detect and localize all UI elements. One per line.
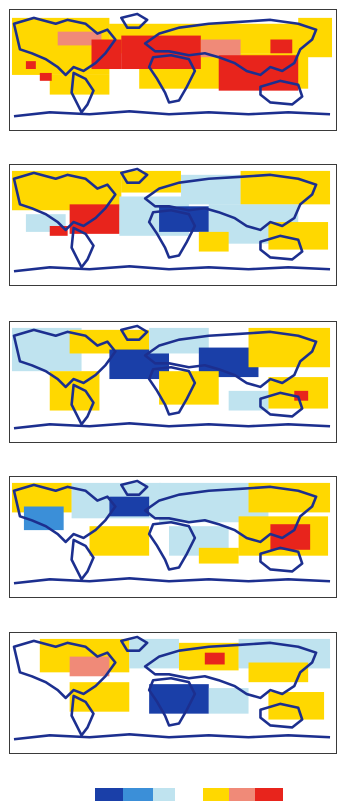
field-yellow: [69, 329, 150, 354]
field-red: [91, 39, 122, 70]
field-darkblue: [149, 684, 209, 714]
field-darkblue: [109, 496, 150, 517]
field-red: [294, 390, 309, 401]
map-4-svg: [11, 479, 331, 585]
field-yellow: [69, 682, 130, 712]
map-5-coastlines: [12, 635, 331, 741]
field-red: [204, 652, 225, 665]
map-panel-2: [9, 164, 337, 286]
map-3-svg: [11, 324, 331, 430]
map-4-coastlines: [12, 479, 331, 585]
map-3-fields: [11, 327, 331, 411]
map-2-coastlines: [12, 167, 331, 273]
field-red: [39, 72, 52, 81]
legend-strong-increase: [255, 788, 283, 801]
map-2-svg: [11, 167, 331, 273]
field-red: [270, 39, 293, 54]
field-yellow: [159, 371, 219, 405]
field-lightblue: [228, 390, 269, 411]
field-pink: [200, 39, 241, 58]
legend-weak-increase: [203, 788, 229, 801]
map-4-fields: [11, 482, 331, 564]
field-yellow: [198, 231, 229, 252]
field-yellow: [198, 547, 239, 564]
map-1-svg: [11, 12, 333, 118]
field-pink: [69, 656, 110, 677]
legend-decrease-bar: [95, 788, 175, 801]
field-yellow: [298, 17, 333, 58]
legend-moderate-increase: [229, 788, 255, 801]
field-yellow: [248, 662, 309, 683]
map-panel-3: [9, 321, 337, 443]
field-midblue: [23, 506, 64, 531]
map-5-fields: [39, 638, 331, 720]
map-1-fields: [11, 17, 333, 95]
field-pink: [57, 31, 102, 46]
map-panel-4: [9, 476, 337, 598]
legend: [0, 788, 343, 804]
legend-moderate-decrease: [123, 788, 153, 801]
legend-weak-decrease: [153, 788, 175, 801]
field-red: [49, 225, 68, 236]
field-yellow: [89, 526, 150, 556]
field-red: [25, 61, 36, 70]
map-panel-1: [9, 9, 337, 131]
field-yellow: [49, 74, 110, 95]
legend-increase-bar: [203, 788, 283, 801]
field-yellow: [11, 170, 122, 211]
map-panel-5: [9, 632, 337, 754]
legend-strong-decrease: [95, 788, 123, 801]
map-3-coastlines: [12, 324, 331, 430]
map-5-svg: [12, 635, 331, 741]
map-1-coastlines: [12, 12, 331, 118]
